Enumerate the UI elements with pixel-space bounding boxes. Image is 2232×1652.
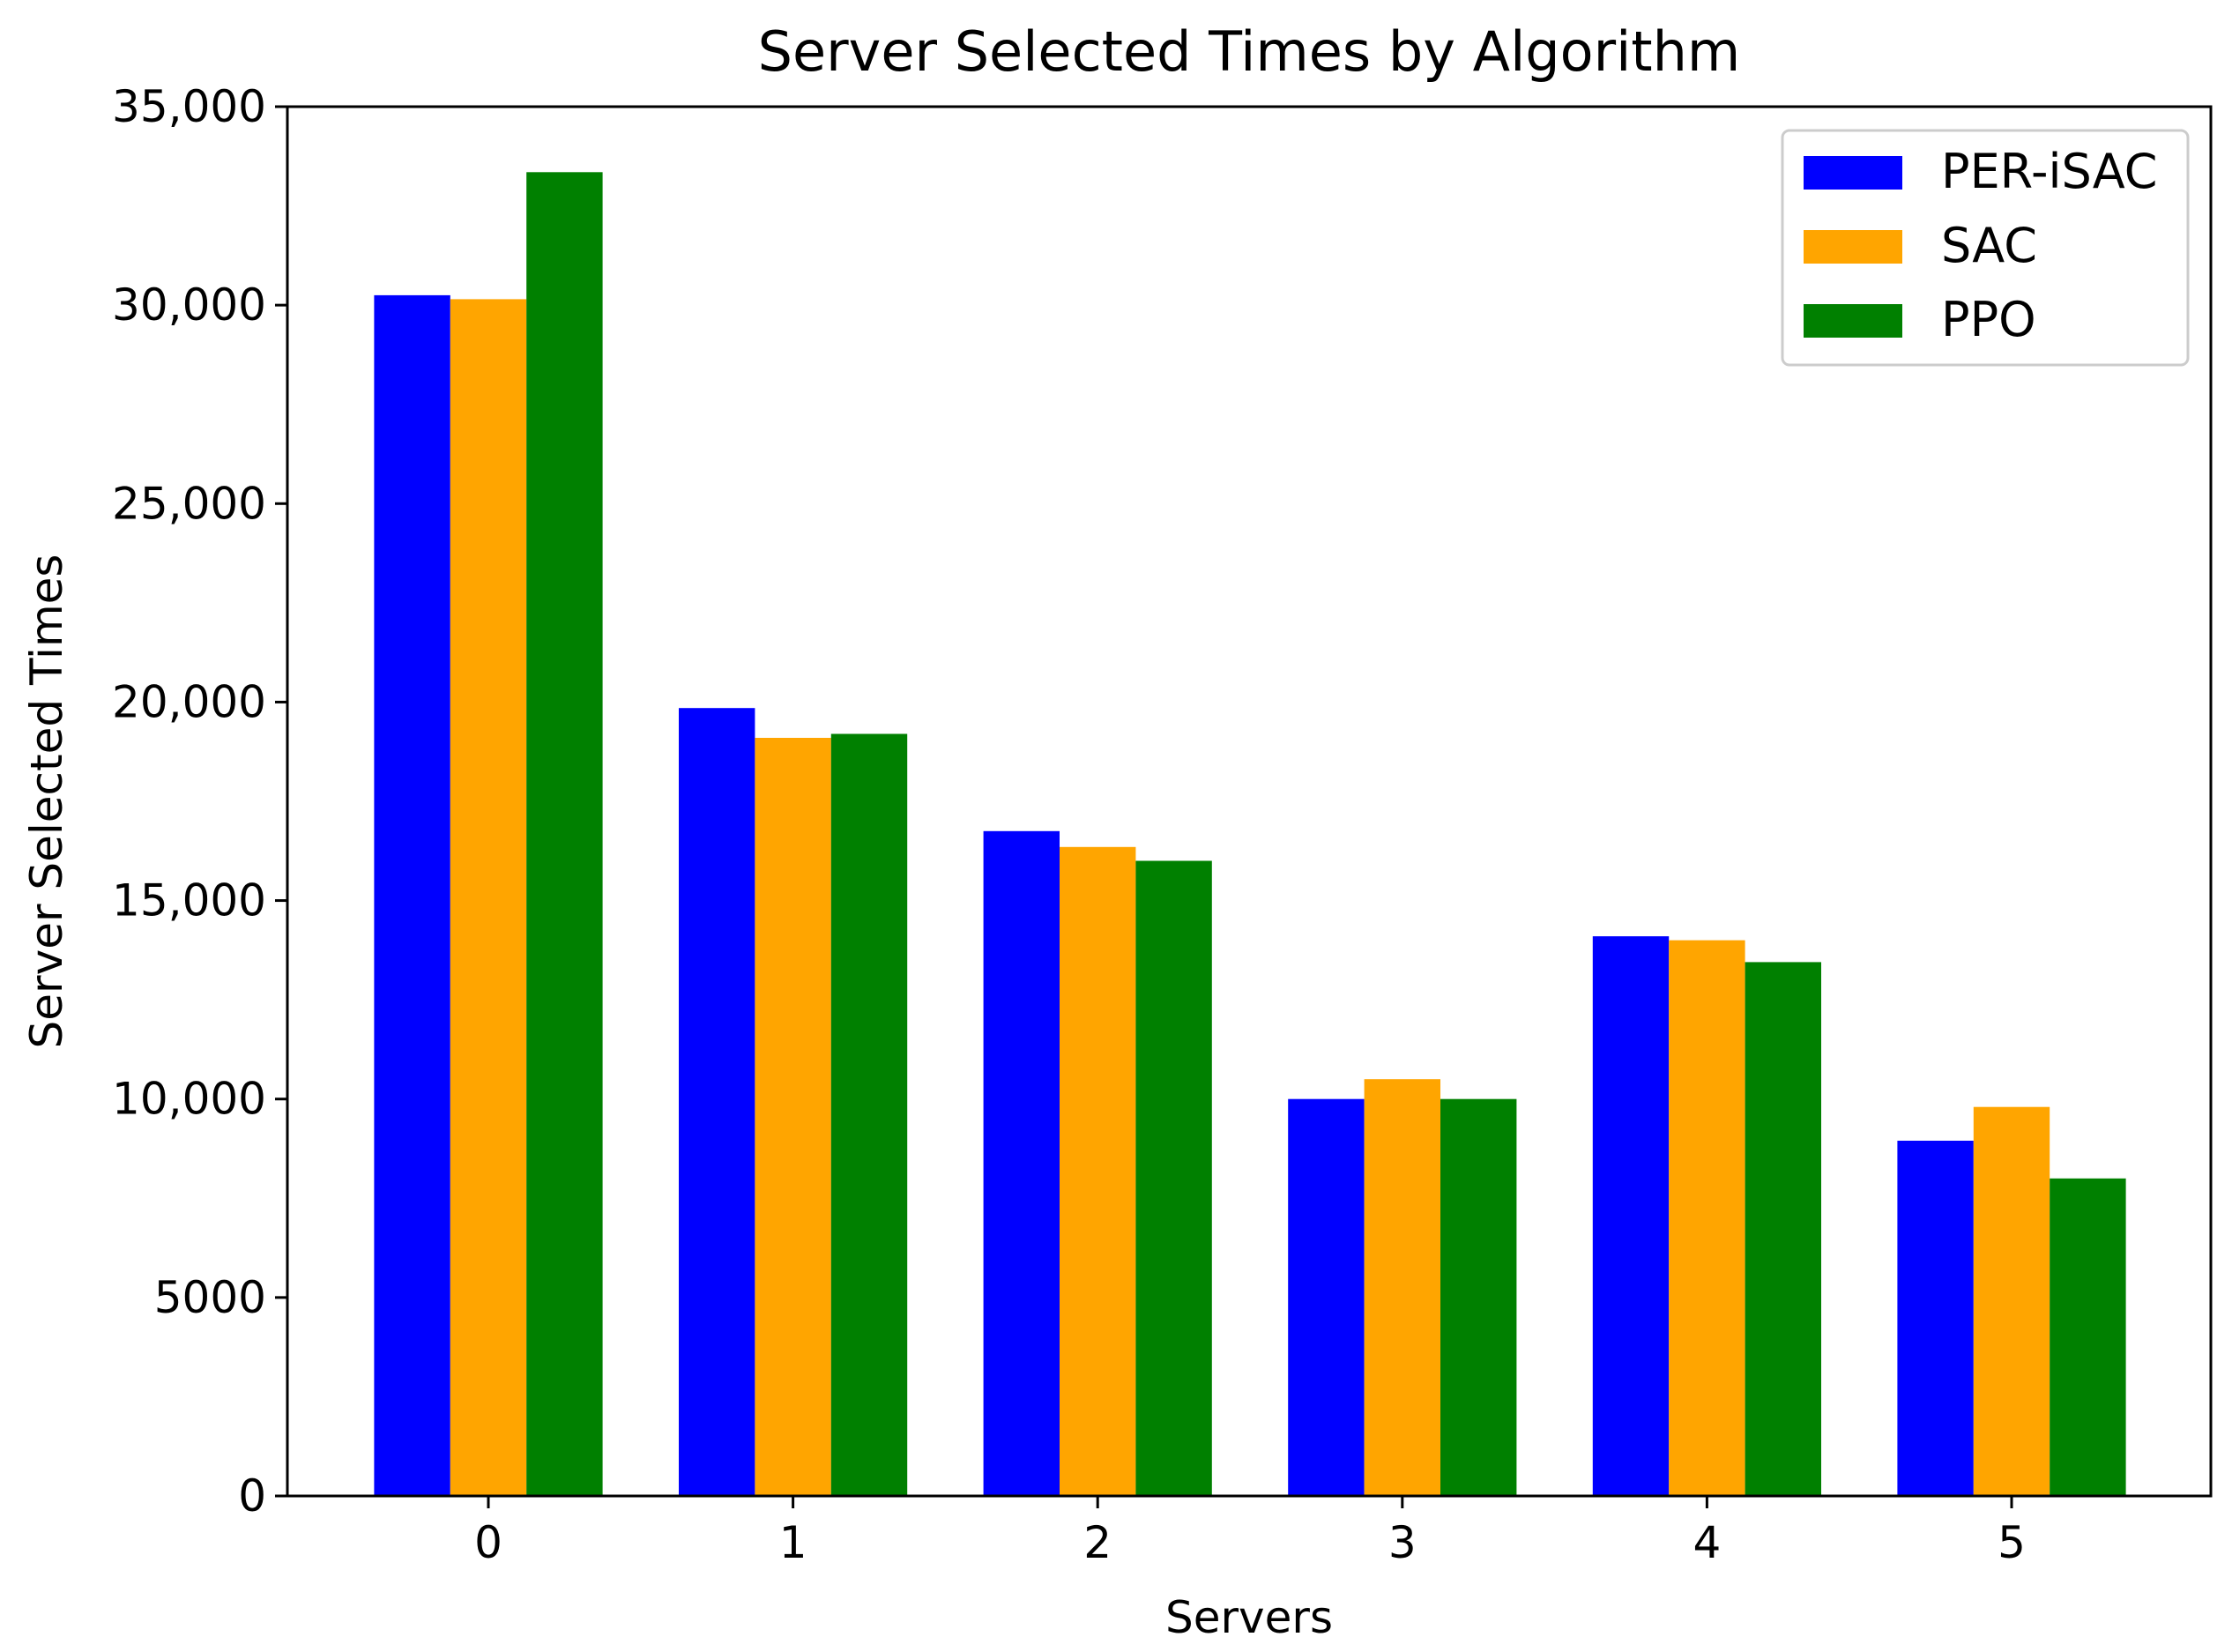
x-tick-label: 5 [1998, 1517, 2026, 1568]
bar-ppo-server-1 [830, 733, 908, 1496]
x-tick-label: 2 [1083, 1517, 1112, 1568]
y-axis-label: Server Selected Times [21, 554, 72, 1049]
bar-sac-server-3 [1364, 1079, 1440, 1496]
bar-per-isac-server-3 [1288, 1098, 1365, 1496]
x-tick-label: 0 [474, 1517, 502, 1568]
y-tick-label: 35,000 [112, 81, 266, 132]
x-axis-label: Servers [1165, 1592, 1333, 1643]
bar-per-isac-server-5 [1897, 1141, 1974, 1496]
x-tick-label: 3 [1388, 1517, 1417, 1568]
bar-per-isac-server-1 [679, 708, 755, 1496]
legend-label: PPO [1941, 292, 2036, 347]
bars-group [374, 172, 2126, 1496]
bar-ppo-server-2 [1135, 860, 1212, 1496]
y-tick-label: 0 [238, 1470, 266, 1522]
bar-per-isac-server-2 [983, 830, 1060, 1496]
chart-title: Server Selected Times by Algorithm [758, 19, 1741, 84]
bar-sac-server-2 [1060, 846, 1136, 1496]
legend-swatch-per-isac [1804, 156, 1902, 190]
y-tick-label: 5000 [154, 1272, 266, 1323]
bar-sac-server-1 [755, 738, 831, 1496]
y-tick-label: 30,000 [112, 279, 266, 331]
bar-sac-server-5 [1973, 1106, 2050, 1496]
x-axis: 0 1 2 3 4 5 [474, 1496, 2026, 1568]
bar-ppo-server-0 [526, 172, 603, 1496]
bar-per-isac-server-4 [1592, 936, 1670, 1496]
bar-sac-server-0 [450, 299, 527, 1496]
bar-ppo-server-5 [2050, 1178, 2126, 1496]
y-tick-label: 20,000 [112, 676, 266, 727]
y-tick-label: 10,000 [112, 1074, 266, 1125]
x-tick-label: 1 [779, 1517, 807, 1568]
y-axis: 0 5000 10,000 15,000 20,000 25,000 30,000 35,00… [112, 81, 287, 1522]
legend: PER-iSAC SAC PPO [1781, 129, 2190, 367]
bar-ppo-server-3 [1440, 1098, 1517, 1496]
legend-label: PER-iSAC [1941, 144, 2157, 199]
plot-frame [286, 105, 2213, 1498]
bar-sac-server-4 [1669, 940, 1745, 1496]
x-tick-label: 4 [1693, 1517, 1721, 1568]
bar-per-isac-server-0 [374, 294, 450, 1496]
legend-swatch-sac [1804, 230, 1902, 264]
y-tick-label: 25,000 [112, 478, 266, 529]
legend-swatch-ppo [1804, 304, 1902, 338]
legend-label: SAC [1941, 218, 2037, 273]
y-tick-label: 15,000 [112, 875, 266, 926]
bar-ppo-server-4 [1745, 962, 1821, 1496]
